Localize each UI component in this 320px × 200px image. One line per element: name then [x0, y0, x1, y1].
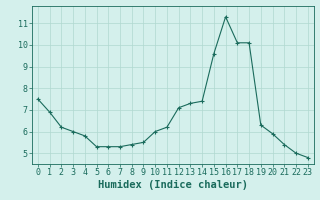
X-axis label: Humidex (Indice chaleur): Humidex (Indice chaleur) — [98, 180, 248, 190]
